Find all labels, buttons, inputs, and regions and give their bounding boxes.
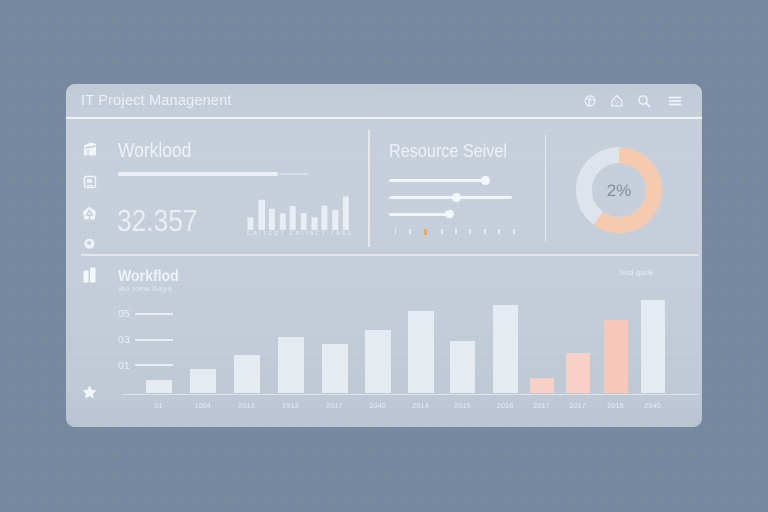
svg-text:2%: 2% <box>607 181 632 200</box>
